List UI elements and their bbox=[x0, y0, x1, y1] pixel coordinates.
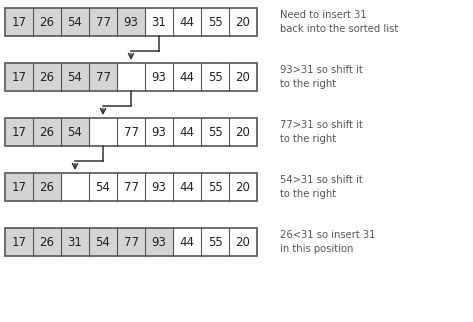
Bar bbox=[201, 8, 229, 36]
Bar bbox=[5, 228, 257, 256]
Bar bbox=[5, 8, 33, 36]
Text: 17: 17 bbox=[11, 15, 26, 29]
Bar bbox=[61, 63, 89, 91]
Text: 54: 54 bbox=[68, 126, 82, 138]
Text: 77: 77 bbox=[96, 71, 111, 83]
Text: 17: 17 bbox=[11, 126, 26, 138]
Text: 54: 54 bbox=[96, 235, 110, 249]
Text: 20: 20 bbox=[236, 181, 250, 194]
Bar bbox=[117, 63, 145, 91]
Text: 54: 54 bbox=[96, 181, 110, 194]
Text: 44: 44 bbox=[179, 71, 194, 83]
Bar bbox=[89, 173, 117, 201]
Bar bbox=[89, 228, 117, 256]
Text: 93: 93 bbox=[151, 181, 166, 194]
Bar bbox=[117, 228, 145, 256]
Text: 77: 77 bbox=[123, 181, 139, 194]
Text: 55: 55 bbox=[208, 181, 222, 194]
Text: 54: 54 bbox=[68, 15, 82, 29]
Bar bbox=[5, 173, 33, 201]
Text: 26: 26 bbox=[40, 71, 54, 83]
Text: 55: 55 bbox=[208, 15, 222, 29]
Text: 55: 55 bbox=[208, 235, 222, 249]
Text: Need to insert 31
back into the sorted list: Need to insert 31 back into the sorted l… bbox=[280, 10, 398, 34]
Text: 17: 17 bbox=[11, 235, 26, 249]
Text: 31: 31 bbox=[151, 15, 166, 29]
Text: 93: 93 bbox=[151, 71, 166, 83]
Text: 54>31 so shift it
to the right: 54>31 so shift it to the right bbox=[280, 175, 363, 199]
Bar bbox=[145, 173, 173, 201]
Bar bbox=[145, 8, 173, 36]
Bar bbox=[229, 63, 257, 91]
Text: 26: 26 bbox=[40, 235, 54, 249]
Text: 26<31 so insert 31
in this position: 26<31 so insert 31 in this position bbox=[280, 230, 376, 254]
Bar bbox=[89, 8, 117, 36]
Bar bbox=[61, 118, 89, 146]
Bar bbox=[5, 228, 33, 256]
Bar bbox=[173, 228, 201, 256]
Text: 31: 31 bbox=[68, 235, 82, 249]
Bar bbox=[61, 8, 89, 36]
Text: 93: 93 bbox=[151, 126, 166, 138]
Bar bbox=[5, 173, 257, 201]
Text: 20: 20 bbox=[236, 126, 250, 138]
Text: 55: 55 bbox=[208, 126, 222, 138]
Text: 26: 26 bbox=[40, 15, 54, 29]
Bar bbox=[229, 8, 257, 36]
Bar bbox=[229, 173, 257, 201]
Bar bbox=[229, 118, 257, 146]
Bar bbox=[89, 118, 117, 146]
Bar bbox=[61, 173, 89, 201]
Text: 44: 44 bbox=[179, 15, 194, 29]
Text: 20: 20 bbox=[236, 15, 250, 29]
Text: 17: 17 bbox=[11, 181, 26, 194]
Text: 77>31 so shift it
to the right: 77>31 so shift it to the right bbox=[280, 120, 363, 144]
Bar bbox=[173, 63, 201, 91]
Text: 93>31 so shift it
to the right: 93>31 so shift it to the right bbox=[280, 65, 363, 89]
Bar bbox=[117, 8, 145, 36]
Bar bbox=[61, 228, 89, 256]
Bar bbox=[5, 8, 257, 36]
Bar bbox=[5, 63, 257, 91]
Bar bbox=[173, 8, 201, 36]
Bar bbox=[201, 63, 229, 91]
Text: 55: 55 bbox=[208, 71, 222, 83]
Bar bbox=[145, 118, 173, 146]
Bar bbox=[5, 118, 33, 146]
Text: 44: 44 bbox=[179, 235, 194, 249]
Text: 54: 54 bbox=[68, 71, 82, 83]
Bar bbox=[33, 173, 61, 201]
Text: 44: 44 bbox=[179, 126, 194, 138]
Bar bbox=[173, 118, 201, 146]
Text: 93: 93 bbox=[123, 15, 139, 29]
Text: 93: 93 bbox=[151, 235, 166, 249]
Text: 26: 26 bbox=[40, 126, 54, 138]
Bar bbox=[5, 63, 33, 91]
Bar bbox=[145, 63, 173, 91]
Bar bbox=[229, 228, 257, 256]
Text: 77: 77 bbox=[96, 15, 111, 29]
Bar bbox=[33, 228, 61, 256]
Bar bbox=[117, 118, 145, 146]
Text: 20: 20 bbox=[236, 235, 250, 249]
Bar bbox=[201, 118, 229, 146]
Bar bbox=[5, 118, 257, 146]
Bar bbox=[117, 173, 145, 201]
Bar bbox=[201, 228, 229, 256]
Bar bbox=[33, 8, 61, 36]
Bar bbox=[89, 63, 117, 91]
Bar bbox=[33, 118, 61, 146]
Text: 26: 26 bbox=[40, 181, 54, 194]
Bar bbox=[33, 63, 61, 91]
Text: 20: 20 bbox=[236, 71, 250, 83]
Bar bbox=[145, 228, 173, 256]
Text: 17: 17 bbox=[11, 71, 26, 83]
Text: 44: 44 bbox=[179, 181, 194, 194]
Bar bbox=[173, 173, 201, 201]
Bar bbox=[201, 173, 229, 201]
Text: 77: 77 bbox=[123, 126, 139, 138]
Text: 77: 77 bbox=[123, 235, 139, 249]
